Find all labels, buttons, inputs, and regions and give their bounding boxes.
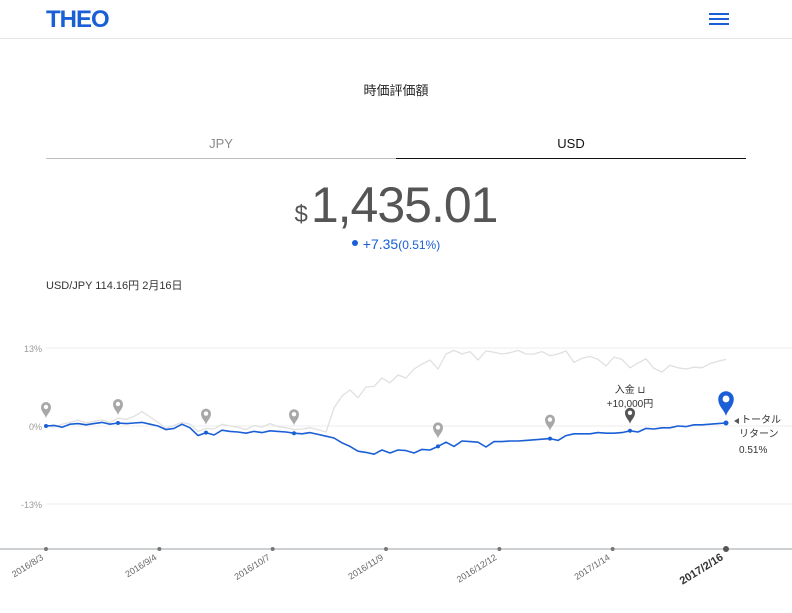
change-percent: (0.51%) bbox=[398, 238, 441, 252]
x-tick-dot bbox=[723, 546, 729, 552]
tab-jpy[interactable]: JPY bbox=[46, 130, 396, 159]
total-return-label-2: リターン bbox=[739, 428, 779, 440]
milestone-pin-icon[interactable] bbox=[201, 408, 211, 425]
milestone-pin-icon[interactable] bbox=[41, 402, 51, 418]
page-title: 時価評価額 bbox=[363, 83, 429, 98]
currency-symbol: $ bbox=[294, 201, 308, 228]
x-tick-dot bbox=[497, 547, 502, 551]
series-point bbox=[628, 428, 632, 433]
x-tick-label: 2016/8/3 bbox=[10, 552, 45, 579]
x-tick-label: 2017/1/14 bbox=[572, 552, 611, 582]
x-tick-dot bbox=[157, 547, 162, 551]
fx-rate: USD/JPY 114.16円 2月16日 bbox=[46, 280, 183, 292]
x-tick-label: 2016/9/4 bbox=[123, 552, 158, 579]
x-tick-label: 2016/12/12 bbox=[455, 552, 499, 584]
x-tick-label: 2016/11/9 bbox=[346, 552, 385, 581]
series-point bbox=[44, 424, 48, 428]
current-point bbox=[723, 420, 729, 426]
theo-logo[interactable]: THEO bbox=[46, 6, 110, 33]
series-point bbox=[292, 431, 296, 436]
series-point bbox=[548, 436, 552, 441]
portfolio-series-line bbox=[45, 421, 727, 455]
total-return-value: 0.51% bbox=[739, 445, 767, 456]
milestone-pin-icon[interactable] bbox=[433, 422, 443, 439]
deposit-label: 入金 ⊔ bbox=[615, 383, 646, 396]
y-tick-label: 0% bbox=[29, 422, 42, 432]
series-point bbox=[204, 430, 208, 435]
series-point bbox=[116, 421, 120, 425]
change-dot-icon bbox=[351, 240, 358, 247]
series-point bbox=[436, 444, 440, 449]
hamburger-menu-icon[interactable] bbox=[706, 10, 732, 28]
deposit-amount: +10,000円 bbox=[607, 399, 653, 410]
total-return-label: トータル bbox=[741, 414, 781, 426]
change-value: +7.35 bbox=[362, 236, 399, 252]
x-tick-dot bbox=[610, 547, 615, 551]
x-tick-label: 2016/10/7 bbox=[232, 552, 271, 582]
x-tick-label: 2017/2/16 bbox=[678, 551, 726, 587]
deposit-pin-icon[interactable] bbox=[625, 407, 635, 424]
valuation-value: 1,435.01 bbox=[310, 177, 499, 233]
x-tick-dot bbox=[44, 547, 48, 551]
y-tick-label: -13% bbox=[21, 500, 42, 510]
milestone-pin-icon[interactable] bbox=[289, 409, 299, 426]
x-tick-dot bbox=[384, 547, 388, 551]
benchmark-series-line bbox=[45, 349, 727, 433]
y-tick-label: 13% bbox=[24, 344, 42, 354]
current-location-pin-icon[interactable] bbox=[718, 391, 734, 416]
milestone-pin-icon[interactable] bbox=[113, 399, 123, 415]
valuation-amount: $1,435.01 bbox=[0, 176, 792, 234]
tab-usd[interactable]: USD bbox=[396, 130, 746, 159]
change-summary: +7.35(0.51%) bbox=[0, 236, 792, 252]
pointer-icon bbox=[734, 418, 739, 424]
app-header: THEO bbox=[0, 0, 792, 39]
milestone-pin-icon[interactable] bbox=[545, 414, 555, 431]
x-tick-dot bbox=[270, 547, 275, 551]
